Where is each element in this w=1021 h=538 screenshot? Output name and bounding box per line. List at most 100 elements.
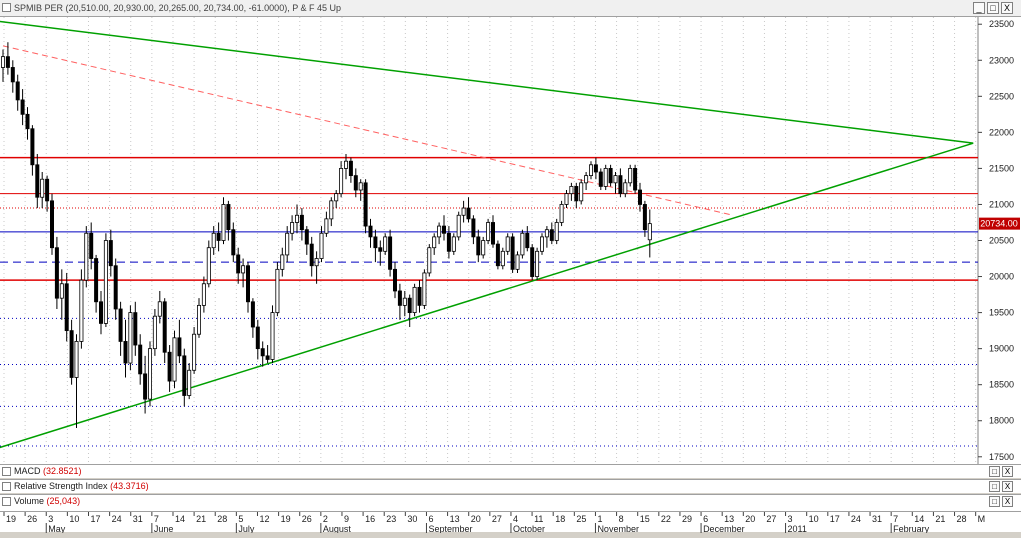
x-tick-label: 17 — [90, 514, 100, 524]
bear-candle — [54, 247, 59, 299]
bull-candle — [319, 232, 324, 259]
bull-candle — [544, 229, 549, 238]
bear-candle — [99, 301, 104, 324]
rsi-pane[interactable]: Relative Strength Index (43.3716) □ X — [0, 479, 1021, 493]
bear-candle — [309, 243, 314, 267]
bull-candle — [456, 214, 461, 238]
volume-name: Volume — [14, 496, 45, 506]
bull-candle — [383, 236, 388, 252]
pane-maximize-button[interactable]: □ — [989, 466, 1000, 477]
bull-candle — [579, 182, 584, 202]
bear-candle — [177, 337, 182, 357]
bull-candle — [603, 168, 608, 187]
window-buttons: _ □ X — [973, 2, 1013, 14]
bear-candle — [35, 164, 40, 198]
x-tick-label: 28 — [217, 514, 227, 524]
bear-candle — [618, 175, 623, 195]
bear-candle — [299, 214, 304, 231]
bull-candle — [270, 312, 275, 360]
y-tick-label: 19000 — [989, 344, 1014, 354]
bull-candle — [103, 240, 108, 324]
horizontal-levels — [0, 156, 978, 447]
maximize-button[interactable]: □ — [987, 2, 999, 14]
pane-close-button[interactable]: X — [1002, 496, 1013, 507]
macd-name: MACD — [14, 466, 41, 476]
last-price-marker: 20734.00 — [979, 217, 1020, 230]
bull-candle — [201, 283, 206, 306]
last-price-label: 20734.00 — [980, 219, 1018, 229]
pane-icon[interactable] — [2, 497, 11, 506]
volume-value: (25,043) — [46, 496, 81, 506]
bull-candle — [206, 247, 211, 285]
chart-window-icon[interactable] — [2, 3, 11, 12]
bear-candle — [64, 283, 69, 332]
bear-candle — [123, 341, 128, 364]
pane-close-button[interactable]: X — [1002, 481, 1013, 492]
price-chart[interactable]: 17500 18000 18500 19000 19500 20000 20500 21000… — [0, 17, 1021, 464]
x-month-label: May — [48, 524, 66, 533]
bull-candle — [402, 297, 407, 306]
macd-value: (32.8521) — [43, 466, 82, 476]
bear-candle — [138, 344, 143, 375]
x-month-label: 2011 — [788, 524, 807, 533]
bear-candle — [250, 301, 255, 328]
bull-candle — [535, 250, 540, 277]
bear-candle — [378, 247, 383, 252]
x-tick-label: 31 — [133, 514, 143, 524]
minimize-button[interactable]: _ — [973, 2, 985, 14]
bull-candle — [221, 204, 226, 241]
bear-candle — [20, 99, 25, 115]
pane-maximize-button[interactable]: □ — [989, 481, 1000, 492]
bear-candle — [574, 186, 579, 202]
y-tick-label: 18500 — [989, 380, 1014, 390]
bull-candle — [74, 341, 79, 378]
x-tick-label: 14 — [914, 514, 924, 524]
bear-candle — [236, 254, 241, 274]
bear-candle — [231, 229, 236, 256]
bear-candle — [226, 204, 231, 231]
bear-candle — [373, 236, 378, 249]
x-tick-label: 19 — [281, 514, 291, 524]
trendlines — [0, 20, 974, 449]
bull-candle — [520, 232, 525, 256]
bear-candle — [363, 182, 368, 227]
rsi-label: Relative Strength Index (43.3716) — [14, 481, 149, 491]
x-tick-label: 20 — [471, 514, 481, 524]
x-month-label: August — [323, 524, 352, 533]
bull-candle — [486, 222, 491, 241]
pane-maximize-button[interactable]: □ — [989, 496, 1000, 507]
volume-pane[interactable]: Volume (25,043) □ X — [0, 494, 1021, 511]
x-tick-label: 27 — [766, 514, 776, 524]
bull-candle — [152, 315, 157, 350]
bull-candle — [211, 232, 216, 249]
bull-candle — [515, 254, 520, 270]
y-tick-label: 22000 — [989, 127, 1014, 137]
pane-icon[interactable] — [2, 467, 11, 476]
bull-candle — [329, 200, 334, 220]
trendline — [0, 20, 974, 144]
x-tick-label: 3 — [48, 514, 53, 524]
bear-candle — [260, 348, 265, 357]
macd-label: MACD (32.8521) — [14, 466, 82, 476]
pane-icon[interactable] — [2, 482, 11, 491]
bear-candle — [525, 232, 530, 249]
x-axis-labels: 19 26 3 10 17 24 31 7 14 21 28 5 12 19 26 2 9 16 23 30 6 13 20… — [3, 512, 985, 534]
close-button[interactable]: X — [1001, 2, 1013, 14]
pane-buttons: □ X — [989, 466, 1013, 477]
x-tick-label: 16 — [365, 514, 375, 524]
bull-candle — [540, 236, 545, 252]
x-tick-label: 4 — [513, 514, 518, 524]
bear-candle — [265, 355, 270, 360]
bear-candle — [15, 81, 20, 101]
x-tick-label: 10 — [809, 514, 819, 524]
pane-close-button[interactable]: X — [1002, 466, 1013, 477]
bear-candle — [69, 330, 74, 378]
bear-candle — [633, 168, 638, 191]
bear-candle — [353, 175, 358, 191]
macd-pane[interactable]: MACD (32.8521) □ X — [0, 464, 1021, 478]
bear-candle — [162, 301, 167, 353]
bear-candle — [510, 236, 515, 270]
x-tick-label: 5 — [238, 514, 243, 524]
bear-candle — [216, 232, 221, 241]
bear-candle — [466, 207, 471, 220]
